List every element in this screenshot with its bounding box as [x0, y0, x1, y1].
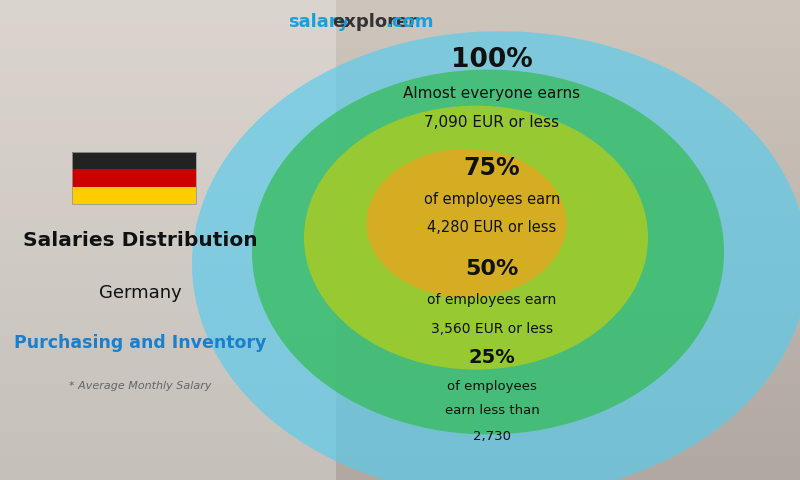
Text: earn less than: earn less than: [445, 404, 539, 417]
Text: .com: .com: [386, 12, 434, 31]
Bar: [0, 240, 800, 264]
Bar: [0, 288, 800, 312]
Bar: [0, 456, 800, 480]
Ellipse shape: [192, 31, 800, 480]
Text: 7,090 EUR or less: 7,090 EUR or less: [425, 115, 559, 130]
Text: salary: salary: [288, 12, 350, 31]
Bar: [72, 152, 196, 204]
Text: 50%: 50%: [466, 259, 518, 279]
Bar: [0, 192, 800, 216]
Text: explorer: explorer: [332, 12, 417, 31]
Bar: [0, 168, 800, 192]
Text: Germany: Germany: [98, 284, 182, 302]
Bar: [0, 216, 800, 240]
Text: of employees: of employees: [447, 380, 537, 393]
Text: * Average Monthly Salary: * Average Monthly Salary: [69, 382, 211, 391]
Text: 100%: 100%: [451, 47, 533, 73]
Text: 75%: 75%: [464, 156, 520, 180]
Text: 25%: 25%: [469, 348, 515, 367]
Bar: [0, 312, 800, 336]
Bar: [72, 187, 196, 204]
Bar: [0, 336, 800, 360]
Bar: [0, 144, 800, 168]
Bar: [0, 432, 800, 456]
Text: 3,560 EUR or less: 3,560 EUR or less: [431, 322, 553, 336]
Bar: [0, 0, 800, 24]
Ellipse shape: [252, 70, 724, 434]
Bar: [0, 120, 800, 144]
Text: 2,730: 2,730: [473, 430, 511, 444]
Ellipse shape: [304, 106, 648, 370]
Bar: [0, 48, 800, 72]
Text: Purchasing and Inventory: Purchasing and Inventory: [14, 334, 266, 352]
Bar: [72, 152, 196, 169]
Bar: [0, 264, 800, 288]
Text: 4,280 EUR or less: 4,280 EUR or less: [427, 220, 557, 236]
Bar: [0, 360, 800, 384]
Bar: [0, 96, 800, 120]
Bar: [0, 408, 800, 432]
Bar: [0, 384, 800, 408]
Text: Salaries Distribution: Salaries Distribution: [22, 230, 258, 250]
Bar: [0, 72, 800, 96]
Bar: [0, 24, 800, 48]
Ellipse shape: [366, 149, 566, 298]
Text: Almost everyone earns: Almost everyone earns: [403, 86, 581, 101]
Text: of employees earn: of employees earn: [427, 293, 557, 307]
Text: of employees earn: of employees earn: [424, 192, 560, 207]
Bar: [0, 0, 336, 480]
Bar: [72, 169, 196, 187]
